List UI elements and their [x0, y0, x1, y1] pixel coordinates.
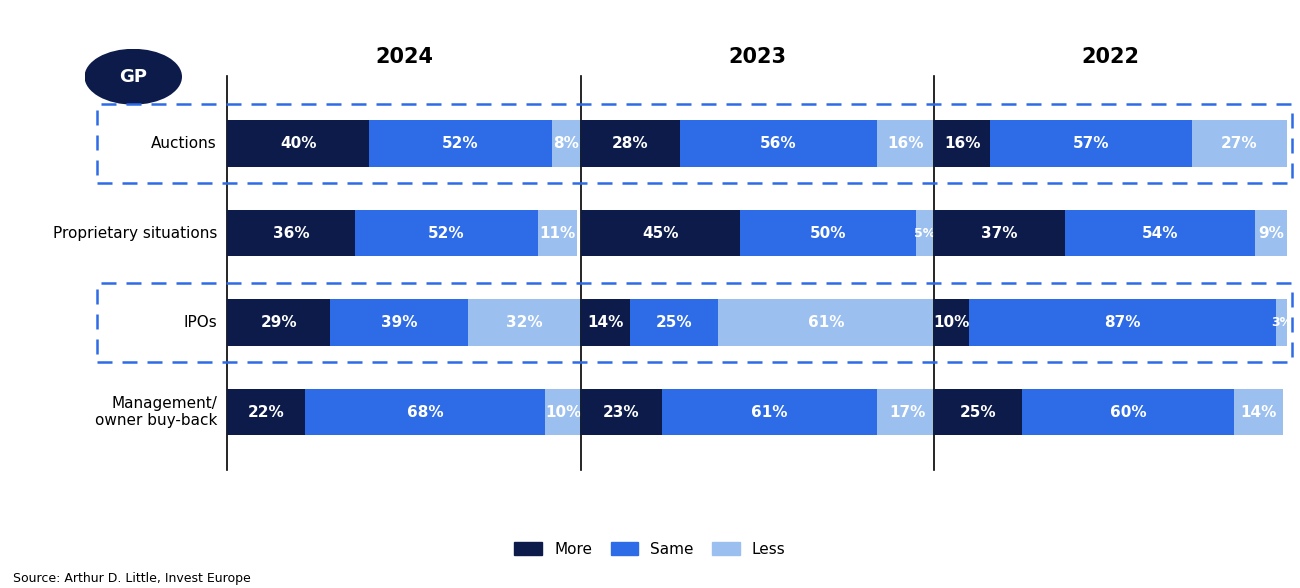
Bar	[1022, 389, 1234, 436]
Text: 40%: 40%	[280, 136, 316, 151]
Bar	[1192, 121, 1287, 167]
Text: Auctions: Auctions	[151, 136, 217, 151]
Bar	[1277, 299, 1287, 346]
Bar	[227, 121, 369, 167]
Text: 11%: 11%	[540, 226, 576, 240]
Text: 39%: 39%	[381, 315, 417, 330]
Ellipse shape	[84, 49, 182, 105]
Text: 16%: 16%	[944, 136, 980, 151]
Title: 2022: 2022	[1082, 46, 1139, 66]
Text: 50%: 50%	[810, 226, 846, 240]
Bar	[545, 389, 581, 436]
Bar	[878, 121, 933, 167]
Bar	[468, 299, 581, 346]
Bar	[355, 210, 538, 256]
Text: 3%: 3%	[1271, 316, 1292, 329]
Text: 14%: 14%	[1240, 405, 1277, 420]
Bar	[933, 210, 1065, 256]
Text: 28%: 28%	[612, 136, 649, 151]
Bar	[581, 389, 662, 436]
Bar	[581, 121, 680, 167]
Bar	[740, 210, 916, 256]
Bar	[538, 210, 577, 256]
Bar	[662, 389, 878, 436]
Text: 54%: 54%	[1141, 226, 1178, 240]
Bar	[306, 389, 545, 436]
Text: 10%: 10%	[545, 405, 581, 420]
Text: 5%: 5%	[914, 226, 936, 240]
Bar	[1065, 210, 1256, 256]
Legend: More, Same, Less: More, Same, Less	[508, 536, 792, 563]
Text: 87%: 87%	[1105, 315, 1141, 330]
Text: 27%: 27%	[1221, 136, 1257, 151]
Text: IPOs: IPOs	[183, 315, 217, 330]
Text: 8%: 8%	[554, 136, 580, 151]
Text: GP: GP	[120, 68, 147, 86]
Bar	[933, 389, 1022, 436]
Text: 45%: 45%	[642, 226, 679, 240]
Text: 9%: 9%	[1258, 226, 1284, 240]
Text: Management/
owner buy-back: Management/ owner buy-back	[95, 396, 217, 429]
Bar	[227, 210, 355, 256]
Text: 25%: 25%	[656, 315, 693, 330]
Text: 23%: 23%	[603, 405, 640, 420]
Text: 37%: 37%	[982, 226, 1018, 240]
Text: 10%: 10%	[933, 315, 970, 330]
Title: 2023: 2023	[728, 46, 786, 66]
Bar	[1234, 389, 1283, 436]
Bar	[1256, 210, 1287, 256]
Bar	[878, 389, 937, 436]
Bar	[933, 121, 991, 167]
Bar	[330, 299, 468, 346]
Bar	[227, 389, 306, 436]
Title: 2024: 2024	[376, 46, 433, 66]
Text: 61%: 61%	[751, 405, 788, 420]
Bar	[719, 299, 933, 346]
Bar	[581, 299, 630, 346]
Text: 25%: 25%	[959, 405, 996, 420]
Bar	[991, 121, 1192, 167]
Text: 16%: 16%	[888, 136, 924, 151]
Text: 56%: 56%	[760, 136, 797, 151]
Bar	[680, 121, 878, 167]
Text: 52%: 52%	[442, 136, 478, 151]
Text: 17%: 17%	[889, 405, 926, 420]
Bar	[581, 210, 740, 256]
Text: 68%: 68%	[407, 405, 443, 420]
Text: 22%: 22%	[248, 405, 285, 420]
Text: 32%: 32%	[506, 315, 542, 330]
Bar	[933, 299, 968, 346]
Text: 36%: 36%	[273, 226, 309, 240]
Text: 61%: 61%	[807, 315, 845, 330]
Bar	[968, 299, 1277, 346]
Bar	[630, 299, 719, 346]
Text: 57%: 57%	[1072, 136, 1109, 151]
Text: 14%: 14%	[588, 315, 624, 330]
Text: 52%: 52%	[428, 226, 465, 240]
Bar	[369, 121, 552, 167]
Text: Source: Arthur D. Little, Invest Europe: Source: Arthur D. Little, Invest Europe	[13, 572, 251, 585]
Bar	[227, 299, 330, 346]
Text: 29%: 29%	[260, 315, 296, 330]
Text: Proprietary situations: Proprietary situations	[53, 226, 217, 240]
Bar	[916, 210, 933, 256]
Text: 60%: 60%	[1110, 405, 1147, 420]
Bar	[552, 121, 581, 167]
